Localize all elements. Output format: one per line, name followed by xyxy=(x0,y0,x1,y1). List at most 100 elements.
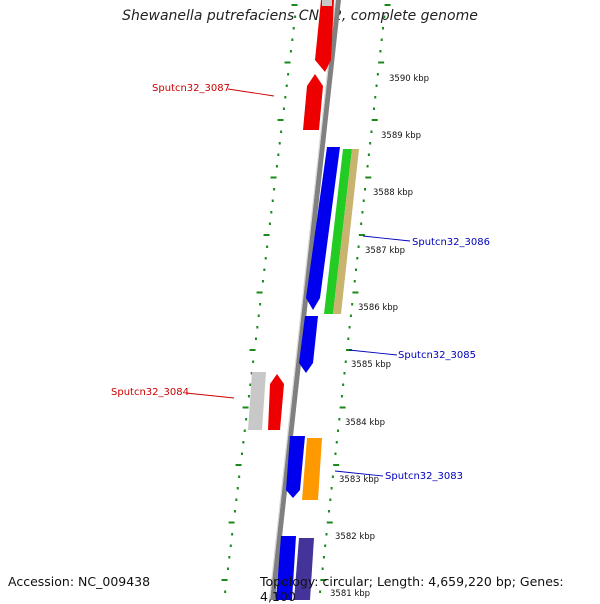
gene-arrow-sputcn32-3087[interactable] xyxy=(303,74,323,130)
tick-dot xyxy=(233,510,236,513)
tick-dot xyxy=(292,27,295,30)
tick-mark-major xyxy=(284,61,291,64)
scale-label-3584: 3584 kbp xyxy=(345,418,385,428)
gene-arrows xyxy=(248,0,359,600)
gene-arrow-green[interactable] xyxy=(324,149,352,314)
tick-dot xyxy=(240,452,243,455)
tick-dot xyxy=(330,487,333,490)
tick-dot xyxy=(321,567,324,570)
tick-dot xyxy=(344,360,347,363)
gene-arrow-gray-top xyxy=(322,0,332,6)
gene-arrow-blue-bottom[interactable] xyxy=(276,536,296,600)
tick-dot xyxy=(342,383,345,386)
tick-mark-major xyxy=(339,406,346,409)
scale-label-3582: 3582 kbp xyxy=(335,532,375,542)
gene-label-sputcn32-3086[interactable]: Sputcn32_3086 xyxy=(412,237,490,248)
tick-dot xyxy=(369,142,372,145)
tick-mark-major xyxy=(352,291,359,294)
gene-arrow-sputcn32-3085[interactable] xyxy=(299,316,318,373)
tick-dot xyxy=(372,107,375,110)
scale-label-3583: 3583 kbp xyxy=(339,475,379,485)
tick-dot xyxy=(366,165,369,168)
gene-arrow-khaki[interactable] xyxy=(333,149,359,314)
gene-labels: Sputcn32_3087 Sputcn32_3086 Sputcn32_308… xyxy=(111,83,490,482)
gene-label-sputcn32-3083[interactable]: Sputcn32_3083 xyxy=(385,471,463,482)
genes-value: 4,100 xyxy=(260,589,296,604)
tick-mark-major xyxy=(270,176,277,179)
gene-arrow-gray[interactable] xyxy=(248,372,266,430)
tick-dot xyxy=(277,153,280,156)
topology-value: circular xyxy=(322,574,369,589)
tick-dot xyxy=(355,268,358,271)
tick-dot xyxy=(285,84,288,87)
gene-arrow-blue[interactable] xyxy=(286,436,305,498)
scale-labels: 3590 kbp 3589 kbp 3588 kbp 3587 kbp 3586… xyxy=(330,74,429,599)
map-title: Shewanella putrefaciens CN-32, complete … xyxy=(122,8,478,24)
tick-dot xyxy=(224,590,227,593)
tick-dot xyxy=(257,314,260,317)
tick-dot xyxy=(235,498,238,501)
gene-arrow-navy-bottom[interactable] xyxy=(294,538,314,600)
tick-dot xyxy=(254,337,257,340)
tick-dot xyxy=(376,73,379,76)
tick-dot xyxy=(374,96,377,99)
tick-dot xyxy=(273,188,276,191)
tick-dot xyxy=(383,15,386,18)
tick-dot xyxy=(268,222,271,225)
gene-arrow-sputcn32-3083[interactable] xyxy=(302,438,322,500)
tick-dot xyxy=(294,15,297,18)
scale-label-3590: 3590 kbp xyxy=(389,74,429,84)
accession-value: NC_009438 xyxy=(78,574,151,589)
scale-label-3587: 3587 kbp xyxy=(365,246,405,256)
tick-dot xyxy=(252,360,255,363)
scale-label-3586: 3586 kbp xyxy=(358,303,398,313)
tick-mark-major xyxy=(256,291,263,294)
tick-dot xyxy=(228,556,231,559)
tick-dot xyxy=(243,429,246,432)
tick-mark-major xyxy=(333,464,340,466)
tick-dot xyxy=(351,303,354,306)
gene-label-sputcn32-3085[interactable]: Sputcn32_3085 xyxy=(398,350,476,361)
tick-dot xyxy=(229,544,232,547)
tick-mark-major xyxy=(221,579,228,581)
tick-dot xyxy=(263,268,266,271)
tick-dot xyxy=(287,73,290,76)
tick-dot xyxy=(356,257,359,260)
tick-mark-major xyxy=(242,406,249,409)
tick-dot xyxy=(231,533,234,536)
tick-dot xyxy=(334,452,337,455)
gene-arrow-sputcn32-3084[interactable] xyxy=(268,374,284,430)
tick-dot xyxy=(319,590,322,593)
tick-dot xyxy=(380,38,383,41)
tick-mark-major xyxy=(263,234,270,236)
tick-dot xyxy=(256,326,259,329)
tick-dot xyxy=(357,245,360,248)
genes-label: Genes: xyxy=(519,574,564,589)
tick-dot xyxy=(349,314,352,317)
scale-label-3585: 3585 kbp xyxy=(351,360,391,370)
gene-label-sputcn32-3084[interactable]: Sputcn32_3084 xyxy=(111,387,189,398)
tick-dot xyxy=(270,211,273,214)
tick-dot xyxy=(291,38,294,41)
tick-mark-major xyxy=(384,4,391,6)
tick-dot xyxy=(250,372,253,375)
tick-dot xyxy=(322,556,325,559)
tick-dot xyxy=(360,222,363,225)
tick-mark-major xyxy=(365,176,372,179)
tick-dot xyxy=(361,211,364,214)
tick-mark-major xyxy=(235,464,242,466)
gene-arrow-red-top[interactable] xyxy=(315,0,334,72)
tick-mark-major xyxy=(371,119,378,121)
tick-dot xyxy=(275,165,278,168)
length-value: 4,659,220 bp xyxy=(428,574,512,589)
tick-dot xyxy=(266,245,269,248)
tick-dot xyxy=(249,383,252,386)
gene-arrow-sputcn32-3086[interactable] xyxy=(306,147,340,310)
accession-label: Accession: xyxy=(8,574,75,589)
tick-dot xyxy=(226,567,229,570)
tick-dot xyxy=(348,326,351,329)
gene-label-sputcn32-3087[interactable]: Sputcn32_3087 xyxy=(152,83,230,94)
tick-dot xyxy=(271,199,274,202)
tick-dot xyxy=(343,372,346,375)
